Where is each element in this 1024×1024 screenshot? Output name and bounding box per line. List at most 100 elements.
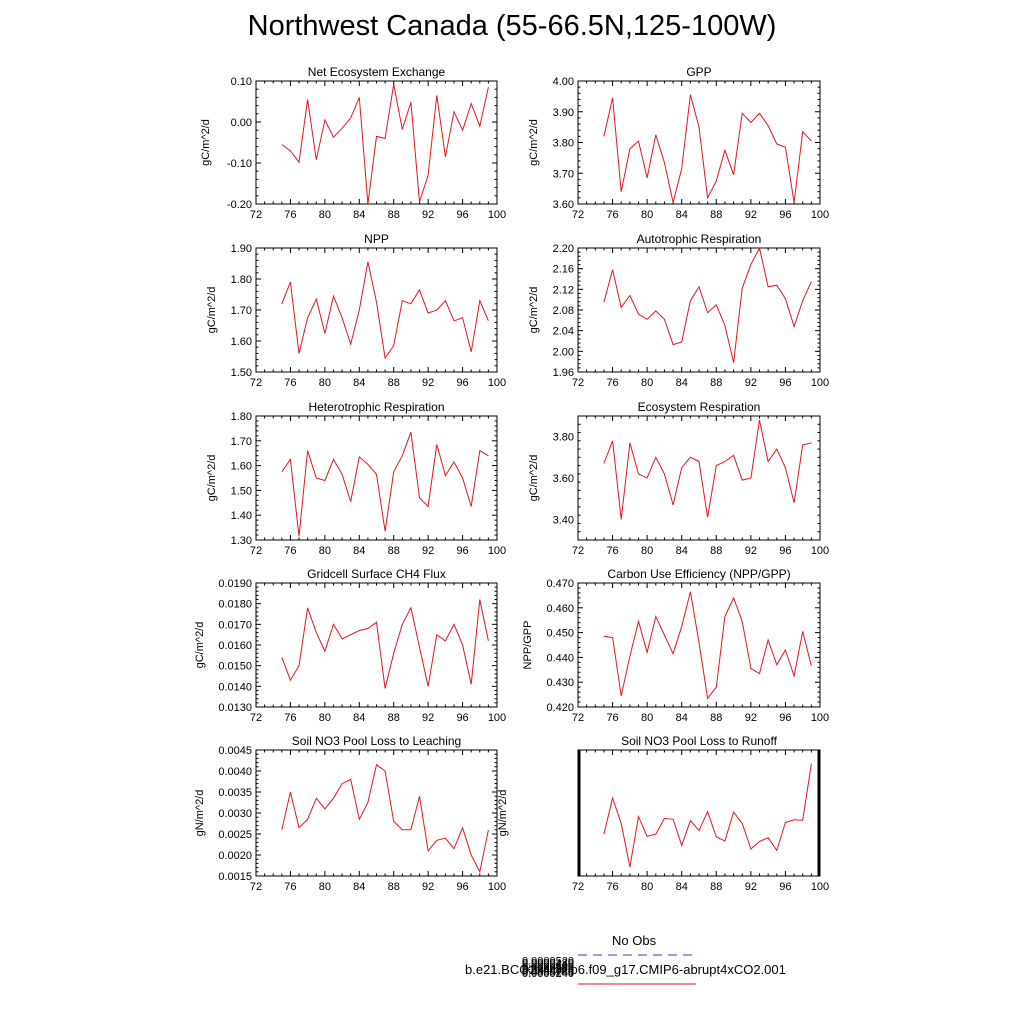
y-axis-label: gC/m^2/d bbox=[194, 622, 206, 669]
y-tick-label: 0.0000360 bbox=[522, 963, 574, 975]
y-tick-label: 4.00 bbox=[553, 76, 574, 88]
x-tick-label: 80 bbox=[641, 881, 653, 893]
x-tick-label: 80 bbox=[319, 545, 331, 557]
x-tick-label: 80 bbox=[319, 377, 331, 389]
y-tick-label: 0.0000440 bbox=[522, 959, 574, 971]
y-tick-label: 0.0000480 bbox=[522, 957, 574, 969]
series-line bbox=[281, 599, 489, 689]
y-tick-label: 0.440 bbox=[546, 652, 574, 664]
y-tick-label: -0.20 bbox=[227, 199, 252, 211]
x-tick-label: 92 bbox=[745, 545, 757, 557]
y-tick-label: 2.04 bbox=[553, 326, 574, 338]
page-title: Northwest Canada (55-66.5N,125-100W) bbox=[247, 10, 777, 42]
panel-title: Autotrophic Respiration bbox=[637, 232, 762, 246]
y-tick-label: 1.80 bbox=[231, 274, 252, 286]
x-tick-label: 80 bbox=[319, 209, 331, 221]
panel-10: Soil NO3 Pool Loss to Runoff 72 76 80 84 88 92… bbox=[497, 734, 829, 980]
x-tick-label: 92 bbox=[745, 881, 757, 893]
x-tick-label: 88 bbox=[710, 377, 722, 389]
x-tick-label: 88 bbox=[710, 209, 722, 221]
series-line bbox=[281, 763, 489, 874]
x-tick-label: 72 bbox=[250, 881, 262, 893]
x-tick-label: 96 bbox=[456, 881, 468, 893]
x-tick-label: 96 bbox=[779, 712, 791, 724]
panel-title: Net Ecosystem Exchange bbox=[308, 65, 446, 79]
x-tick-label: 92 bbox=[422, 209, 434, 221]
y-tick-label: 3.60 bbox=[553, 199, 574, 211]
x-tick-label: 76 bbox=[606, 712, 618, 724]
y-tick-label: 0.0015 bbox=[218, 871, 252, 883]
panel-title: NPP bbox=[364, 232, 389, 246]
x-tick-label: 76 bbox=[284, 377, 296, 389]
x-tick-label: 72 bbox=[250, 377, 262, 389]
y-tick-label: 2.08 bbox=[553, 305, 574, 317]
x-tick-label: 84 bbox=[353, 209, 365, 221]
panel-1: Net Ecosystem Exchange 72 76 80 84 88 92 96 100 -… bbox=[200, 65, 506, 221]
y-tick-label: 1.60 bbox=[231, 336, 252, 348]
panel-2: GPP 72 76 80 84 88 92 96 100 3.60 3.70 3.80 3.90 4.00… bbox=[528, 65, 829, 221]
x-tick-label: 80 bbox=[641, 209, 653, 221]
x-tick-label: 100 bbox=[811, 209, 829, 221]
y-tick-label: 0.0180 bbox=[218, 599, 252, 611]
y-tick-label: 0.460 bbox=[546, 603, 574, 615]
y-tick-label: 0.0000520 bbox=[522, 956, 574, 968]
x-tick-label: 84 bbox=[353, 881, 365, 893]
x-tick-label: 76 bbox=[284, 209, 296, 221]
y-tick-label: -0.10 bbox=[227, 158, 252, 170]
x-tick-label: 88 bbox=[388, 209, 400, 221]
x-tick-label: 96 bbox=[456, 209, 468, 221]
panel-title: Carbon Use Efficiency (NPP/GPP) bbox=[607, 567, 790, 581]
y-tick-label: 0.450 bbox=[546, 628, 574, 640]
y-tick-label: 1.40 bbox=[231, 510, 252, 522]
x-tick-label: 72 bbox=[572, 377, 584, 389]
panel-8: Carbon Use Efficiency (NPP/GPP) 72 76 80 84 8… bbox=[522, 567, 829, 724]
x-tick-label: 96 bbox=[456, 545, 468, 557]
y-tick-label: 2.12 bbox=[553, 284, 574, 296]
x-tick-label: 72 bbox=[572, 209, 584, 221]
y-tick-label: 0.0045 bbox=[218, 745, 252, 757]
x-tick-label: 84 bbox=[676, 377, 688, 389]
plot-frame bbox=[255, 582, 498, 708]
series-line bbox=[281, 431, 489, 537]
plot-frame bbox=[255, 247, 498, 373]
x-tick-label: 92 bbox=[422, 377, 434, 389]
x-tick-label: 100 bbox=[488, 712, 506, 724]
x-tick-label: 100 bbox=[488, 377, 506, 389]
y-tick-label: 0.0020 bbox=[218, 850, 252, 862]
x-tick-label: 72 bbox=[250, 209, 262, 221]
series-line bbox=[603, 94, 812, 203]
y-tick-label: 3.40 bbox=[553, 514, 574, 526]
y-tick-label: 1.80 bbox=[231, 411, 252, 423]
x-tick-label: 76 bbox=[606, 545, 618, 557]
x-tick-label: 88 bbox=[388, 881, 400, 893]
x-tick-label: 100 bbox=[811, 545, 829, 557]
y-tick-label: 1.70 bbox=[231, 305, 252, 317]
x-tick-label: 84 bbox=[676, 545, 688, 557]
y-tick-label: 0.0170 bbox=[218, 619, 252, 631]
y-axis-label: gC/m^2/d bbox=[206, 287, 218, 334]
x-tick-label: 96 bbox=[779, 209, 791, 221]
x-tick-label: 84 bbox=[353, 377, 365, 389]
x-tick-label: 76 bbox=[606, 209, 618, 221]
panel-4: Autotrophic Respiration 72 76 80 84 88 92 96 100… bbox=[528, 232, 829, 389]
y-tick-label: 0.0025 bbox=[218, 829, 252, 841]
y-tick-label: 2.20 bbox=[553, 243, 574, 255]
y-tick-label: 0.10 bbox=[231, 76, 252, 88]
y-tick-label: 0.0160 bbox=[218, 640, 252, 652]
y-tick-label: 2.00 bbox=[553, 346, 574, 358]
x-tick-label: 76 bbox=[284, 881, 296, 893]
x-tick-label: 96 bbox=[456, 712, 468, 724]
x-tick-label: 92 bbox=[422, 545, 434, 557]
x-tick-label: 84 bbox=[676, 209, 688, 221]
x-tick-label: 76 bbox=[606, 881, 618, 893]
y-tick-label: 0.420 bbox=[546, 702, 574, 714]
x-tick-label: 100 bbox=[488, 881, 506, 893]
x-tick-label: 96 bbox=[779, 881, 791, 893]
y-tick-label: 3.90 bbox=[553, 107, 574, 119]
x-tick-label: 96 bbox=[779, 377, 791, 389]
y-tick-label: 0.0030 bbox=[218, 808, 252, 820]
y-axis-label: gN/m^2/d bbox=[497, 790, 509, 837]
y-tick-label: 1.30 bbox=[231, 535, 252, 547]
series-line bbox=[603, 419, 812, 520]
